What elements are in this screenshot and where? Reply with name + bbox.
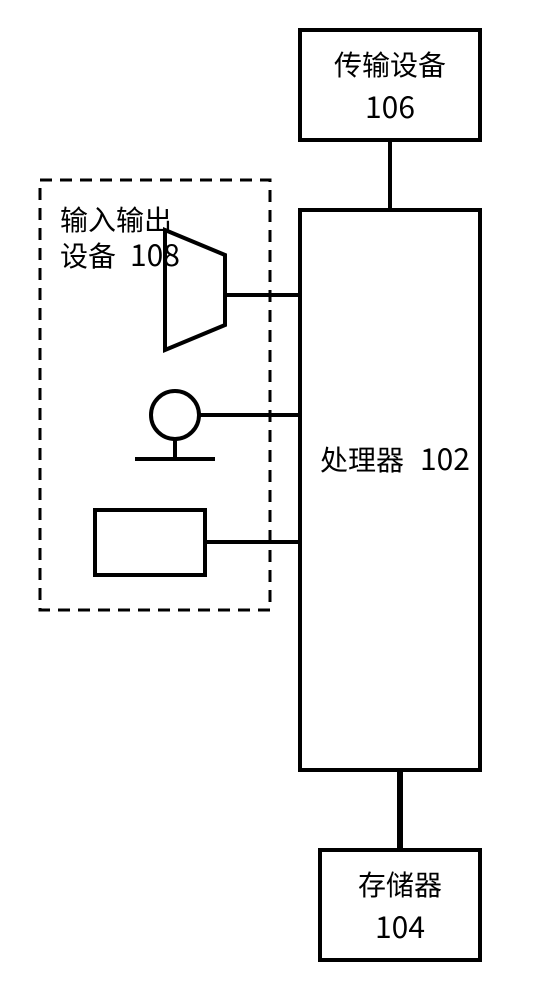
rect-device-icon — [95, 510, 205, 575]
io-label-number: 108 — [130, 231, 180, 275]
processor-number: 102 — [420, 435, 470, 479]
transmission-number: 106 — [365, 83, 415, 127]
transmission-label: 传输设备 — [334, 44, 446, 84]
circle-device-icon — [151, 391, 199, 439]
io-label-line2: 设备 — [60, 235, 116, 275]
processor-label: 处理器 — [320, 439, 404, 479]
memory-number: 104 — [375, 903, 425, 947]
processor-block — [300, 210, 480, 770]
memory-label: 存储器 — [358, 864, 442, 904]
